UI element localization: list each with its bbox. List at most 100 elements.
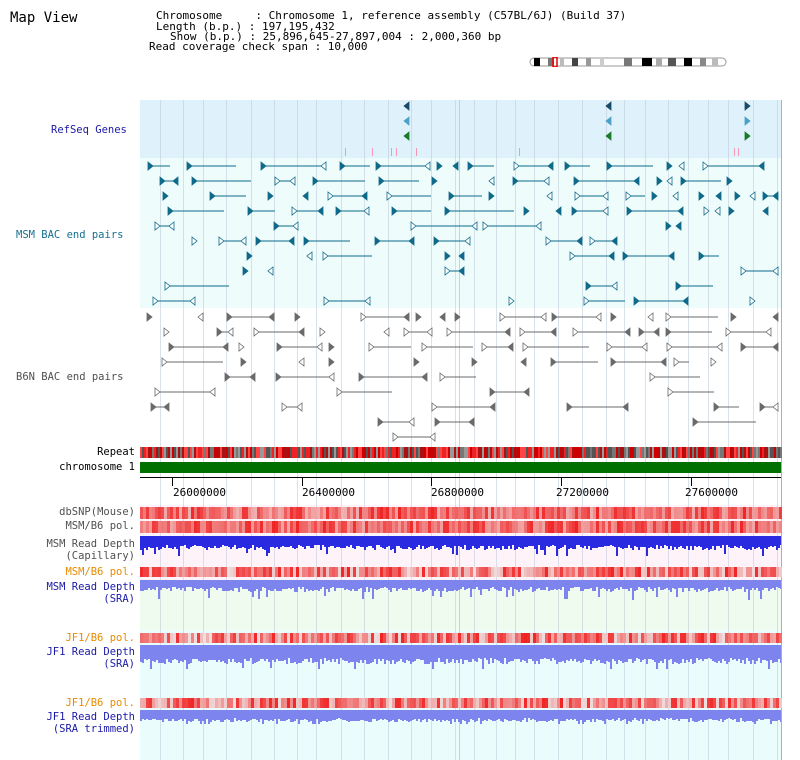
msm-bac-end[interactable] xyxy=(386,191,393,201)
msm-bac-end[interactable] xyxy=(375,161,382,171)
msm-bac-end[interactable] xyxy=(574,191,581,201)
msm-bac-end[interactable] xyxy=(267,266,274,276)
b6n-bac-end[interactable] xyxy=(360,312,367,322)
msm-bac-end[interactable] xyxy=(728,206,735,216)
msm-bac-end[interactable] xyxy=(714,206,721,216)
msm-bac-end[interactable] xyxy=(364,296,371,306)
chromosome-bar[interactable] xyxy=(140,462,781,473)
msm-bac-end[interactable] xyxy=(672,191,679,201)
msm-bac-end[interactable] xyxy=(322,251,329,261)
b6n-bac-end[interactable] xyxy=(667,387,674,397)
b6n-bac-end[interactable] xyxy=(319,327,326,337)
b6n-bac-end[interactable] xyxy=(471,357,478,367)
msm-bac-end[interactable] xyxy=(677,206,684,216)
b6n-bac-end[interactable] xyxy=(481,342,488,352)
b6n-bac-end[interactable] xyxy=(421,372,428,382)
b6n-bac-end[interactable] xyxy=(238,342,245,352)
msm-bac-end[interactable] xyxy=(726,176,733,186)
msm-bac-end[interactable] xyxy=(666,161,673,171)
b6n-bac-end[interactable] xyxy=(403,327,410,337)
msm-bac-end[interactable] xyxy=(734,191,741,201)
refseq-exon-tick[interactable] xyxy=(416,148,417,156)
b6n-bac-end[interactable] xyxy=(275,372,282,382)
msm-bac-end[interactable] xyxy=(602,206,609,216)
msm-bac-end[interactable] xyxy=(391,206,398,216)
msm-bac-end[interactable] xyxy=(288,236,295,246)
msm-bac-end[interactable] xyxy=(209,191,216,201)
msm-bac-end[interactable] xyxy=(335,206,342,216)
msm-bac-end[interactable] xyxy=(433,236,440,246)
b6n-bac-end[interactable] xyxy=(161,357,168,367)
b6n-bac-end[interactable] xyxy=(572,327,579,337)
refseq-exon-tick[interactable] xyxy=(345,148,346,156)
b6n-bac-end[interactable] xyxy=(431,402,438,412)
msm-bac-end[interactable] xyxy=(611,236,618,246)
b6n-bac-end[interactable] xyxy=(216,327,223,337)
msm-read-depth-capillary-track[interactable] xyxy=(140,536,781,556)
msm-bac-end[interactable] xyxy=(189,296,196,306)
msm-bac-end[interactable] xyxy=(703,206,710,216)
msm-bac-end[interactable] xyxy=(571,206,578,216)
b6n-bac-end[interactable] xyxy=(622,402,629,412)
refseq-gene-marker[interactable] xyxy=(403,101,410,111)
msm-bac-end[interactable] xyxy=(633,296,640,306)
b6n-bac-end[interactable] xyxy=(610,357,617,367)
msm-bac-end[interactable] xyxy=(260,161,267,171)
msm-bac-end[interactable] xyxy=(255,236,262,246)
msm-bac-end[interactable] xyxy=(274,176,281,186)
jf1-read-depth-trim-track[interactable] xyxy=(140,710,781,724)
b6n-bac-end[interactable] xyxy=(551,312,558,322)
msm-bac-end[interactable] xyxy=(444,251,451,261)
b6n-bac-end[interactable] xyxy=(150,402,157,412)
b6n-bac-end[interactable] xyxy=(468,417,475,427)
refseq-gene-marker[interactable] xyxy=(403,131,410,141)
b6n-bac-end[interactable] xyxy=(226,312,233,322)
b6n-bac-end[interactable] xyxy=(666,342,673,352)
b6n-bac-end[interactable] xyxy=(649,372,656,382)
msm-bac-end[interactable] xyxy=(611,281,618,291)
msm-bac-end[interactable] xyxy=(167,206,174,216)
b6n-bac-end[interactable] xyxy=(421,342,428,352)
msm-read-depth-sra-track[interactable] xyxy=(140,580,781,600)
msm-bac-end[interactable] xyxy=(702,161,709,171)
b6n-bac-end[interactable] xyxy=(253,327,260,337)
msm-bac-end[interactable] xyxy=(191,176,198,186)
b6n-bac-end[interactable] xyxy=(641,342,648,352)
refseq-gene-marker[interactable] xyxy=(744,116,751,126)
msm-bac-end[interactable] xyxy=(154,221,161,231)
b6n-bac-end[interactable] xyxy=(197,312,204,322)
msm-bac-end[interactable] xyxy=(327,191,334,201)
b6n-bac-end[interactable] xyxy=(281,402,288,412)
b6n-bac-end[interactable] xyxy=(595,312,602,322)
b6n-bac-end[interactable] xyxy=(358,372,365,382)
msm-bac-end[interactable] xyxy=(523,206,530,216)
b6n-bac-end[interactable] xyxy=(540,312,547,322)
msm-bac-end[interactable] xyxy=(306,251,313,261)
b6n-bac-end[interactable] xyxy=(665,312,672,322)
msm-bac-end[interactable] xyxy=(573,176,580,186)
b6n-bac-end[interactable] xyxy=(446,327,453,337)
b6n-bac-end[interactable] xyxy=(146,312,153,322)
msm-bac-end[interactable] xyxy=(666,176,673,186)
msm-bac-end[interactable] xyxy=(242,266,249,276)
msm-bac-end[interactable] xyxy=(545,236,552,246)
msm-bac-end[interactable] xyxy=(543,176,550,186)
msm-bac-end[interactable] xyxy=(458,251,465,261)
msm-bac-end[interactable] xyxy=(312,176,319,186)
msm-bac-end[interactable] xyxy=(482,221,489,231)
msm-bac-end[interactable] xyxy=(583,296,590,306)
msm-bac-end[interactable] xyxy=(651,191,658,201)
b6n-bac-end[interactable] xyxy=(606,342,613,352)
b6n-bac-end[interactable] xyxy=(610,312,617,322)
msm-bac-end[interactable] xyxy=(488,176,495,186)
msm-bac-end[interactable] xyxy=(772,266,779,276)
b6n-bac-end[interactable] xyxy=(519,327,526,337)
b6n-bac-end[interactable] xyxy=(209,387,216,397)
b6n-bac-end[interactable] xyxy=(520,357,527,367)
msm-bac-end[interactable] xyxy=(218,236,225,246)
b6n-bac-end[interactable] xyxy=(377,417,384,427)
msm-bac-end[interactable] xyxy=(452,161,459,171)
msm-bac-end[interactable] xyxy=(633,176,640,186)
b6n-bac-end[interactable] xyxy=(725,327,732,337)
b6n-bac-end[interactable] xyxy=(240,357,247,367)
